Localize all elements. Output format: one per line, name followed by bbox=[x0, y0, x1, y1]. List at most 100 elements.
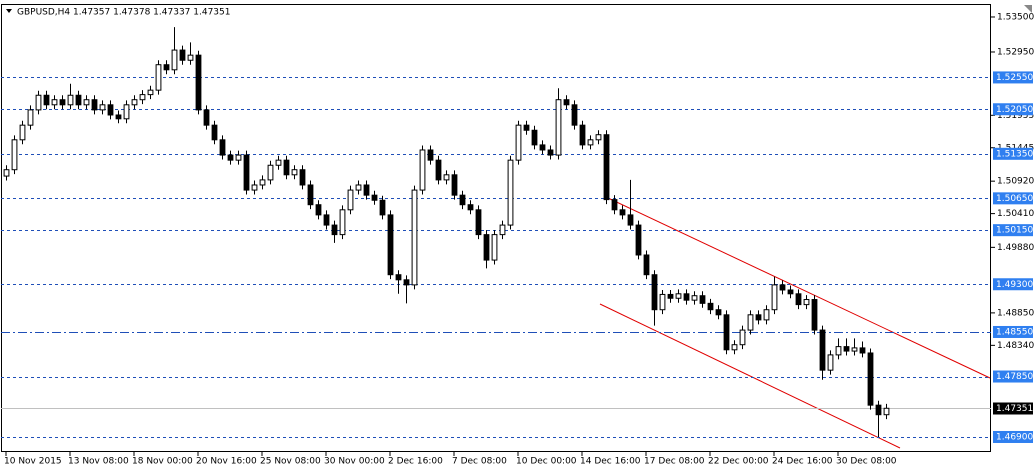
level-label-box bbox=[993, 192, 1033, 205]
candle-body bbox=[155, 64, 162, 91]
candle-body bbox=[763, 309, 770, 321]
x-tick-label: 18 Nov 00:00 bbox=[132, 457, 193, 467]
candle-body bbox=[491, 234, 498, 261]
candle-body bbox=[531, 129, 538, 146]
candle-body bbox=[603, 134, 610, 201]
x-tick-label: 22 Dec 00:00 bbox=[708, 457, 769, 467]
level-label-box bbox=[993, 71, 1033, 84]
candle-body bbox=[803, 299, 810, 306]
y-tick-label: 1.49880 bbox=[997, 243, 1034, 253]
level-label: 1.48550 bbox=[996, 327, 1033, 337]
candle-body bbox=[83, 99, 90, 106]
candle-body bbox=[27, 109, 34, 126]
channel-upper bbox=[607, 197, 991, 379]
candle-body bbox=[427, 149, 434, 161]
level-label-box bbox=[993, 224, 1033, 237]
level-label: 1.47850 bbox=[996, 372, 1033, 382]
level-label-box bbox=[993, 325, 1033, 338]
candle-body bbox=[715, 309, 722, 316]
x-tick-label: 20 Nov 16:00 bbox=[196, 457, 257, 467]
candle-body bbox=[611, 199, 618, 211]
last-price-box bbox=[993, 402, 1033, 415]
x-tick-label: 30 Nov 00:00 bbox=[324, 457, 385, 467]
candle-body bbox=[683, 293, 690, 301]
candle-body bbox=[731, 344, 738, 351]
candle-body bbox=[747, 314, 754, 331]
candle-body bbox=[779, 284, 786, 291]
candle-body bbox=[475, 209, 482, 236]
level-label: 1.46900 bbox=[996, 432, 1033, 442]
level-label: 1.52550 bbox=[996, 73, 1033, 83]
candle-body bbox=[403, 279, 410, 286]
menu-triangle[interactable] bbox=[6, 9, 12, 13]
candle-body bbox=[243, 154, 250, 191]
last-price-label: 1.47351 bbox=[996, 404, 1033, 414]
candle-body bbox=[291, 169, 298, 176]
candle-body bbox=[227, 154, 234, 161]
candle-body bbox=[203, 109, 210, 126]
candle-body bbox=[235, 154, 242, 161]
candle-body bbox=[307, 184, 314, 206]
plot-frame bbox=[1, 4, 991, 452]
candle-body bbox=[579, 124, 586, 146]
candle-body bbox=[259, 179, 266, 186]
candle-body bbox=[147, 89, 154, 96]
candle-body bbox=[811, 299, 818, 331]
candle-body bbox=[195, 54, 202, 111]
candle-body bbox=[187, 54, 194, 61]
candle-body bbox=[395, 274, 402, 281]
channel-lower bbox=[599, 303, 901, 449]
candle-body bbox=[819, 329, 826, 371]
candle-body bbox=[139, 94, 146, 101]
level-label-box bbox=[993, 278, 1033, 291]
level-label: 1.51350 bbox=[996, 149, 1033, 159]
candle-body bbox=[339, 209, 346, 236]
candle-body bbox=[739, 329, 746, 346]
candle-body bbox=[659, 293, 666, 311]
candle-body bbox=[379, 199, 386, 216]
y-tick-label: 1.50920 bbox=[997, 177, 1034, 187]
candle-body bbox=[283, 159, 290, 176]
candle-body bbox=[171, 49, 178, 71]
candle-body bbox=[3, 169, 10, 177]
candle-body bbox=[131, 99, 138, 106]
candle-body bbox=[619, 209, 626, 216]
candle-body bbox=[723, 314, 730, 351]
candle-body bbox=[163, 64, 170, 71]
candle-body bbox=[851, 347, 858, 352]
x-tick-label: 7 Dec 08:00 bbox=[452, 457, 507, 467]
level-label-box bbox=[993, 147, 1033, 160]
candle-body bbox=[755, 314, 762, 321]
candle-body bbox=[843, 346, 850, 352]
level-label: 1.52050 bbox=[996, 105, 1033, 115]
candle-body bbox=[211, 124, 218, 141]
candle-body bbox=[595, 134, 602, 141]
candle-body bbox=[539, 144, 546, 151]
candle-body bbox=[859, 347, 866, 354]
candle-body bbox=[515, 124, 522, 161]
candle-body bbox=[443, 174, 450, 181]
x-tick-label: 2 Dec 16:00 bbox=[388, 457, 443, 467]
candle-body bbox=[107, 104, 114, 116]
candle-body bbox=[827, 354, 834, 371]
candle-body bbox=[43, 94, 50, 106]
candle-body bbox=[315, 204, 322, 216]
y-tick-label: 1.53500 bbox=[997, 12, 1034, 22]
candle-body bbox=[635, 224, 642, 256]
candle-body bbox=[835, 346, 842, 356]
y-tick-label: 1.51955 bbox=[997, 111, 1034, 121]
candle-body bbox=[547, 149, 554, 156]
candle-body bbox=[771, 284, 778, 311]
candle-body bbox=[499, 224, 506, 236]
candle-body bbox=[11, 139, 18, 171]
candle-body bbox=[75, 94, 82, 106]
candle-body bbox=[571, 104, 578, 126]
y-tick-label: 1.48340 bbox=[997, 341, 1034, 351]
x-tick-label: 17 Dec 08:00 bbox=[644, 457, 705, 467]
candle-body bbox=[459, 194, 466, 206]
candle-body bbox=[451, 174, 458, 196]
candle-body bbox=[387, 214, 394, 276]
level-label: 1.49300 bbox=[996, 280, 1033, 290]
